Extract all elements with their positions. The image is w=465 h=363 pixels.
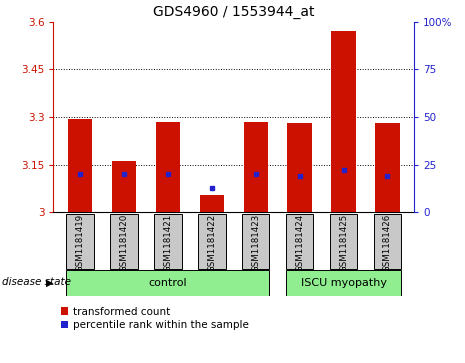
- Bar: [66, 270, 270, 296]
- Text: GSM1181420: GSM1181420: [120, 214, 128, 272]
- Bar: [154, 213, 182, 269]
- Text: GSM1181422: GSM1181422: [207, 214, 216, 272]
- Bar: [286, 270, 401, 296]
- Text: GSM1181421: GSM1181421: [163, 214, 172, 272]
- Bar: [375, 123, 399, 212]
- Title: GDS4960 / 1553944_at: GDS4960 / 1553944_at: [153, 5, 314, 19]
- Bar: [66, 213, 93, 269]
- Bar: [374, 213, 401, 269]
- Text: GSM1181419: GSM1181419: [75, 214, 84, 272]
- Text: GSM1181425: GSM1181425: [339, 214, 348, 272]
- Text: ▶: ▶: [46, 277, 53, 287]
- Bar: [244, 122, 268, 212]
- Text: GSM1181423: GSM1181423: [251, 214, 260, 272]
- Bar: [287, 123, 312, 212]
- Bar: [286, 213, 313, 269]
- Bar: [112, 160, 136, 212]
- Bar: [110, 213, 138, 269]
- Bar: [332, 31, 356, 212]
- Bar: [198, 213, 226, 269]
- Text: control: control: [148, 278, 187, 288]
- Bar: [330, 213, 358, 269]
- Bar: [68, 119, 92, 212]
- Bar: [242, 213, 270, 269]
- Text: ISCU myopathy: ISCU myopathy: [300, 278, 386, 288]
- Bar: [199, 195, 224, 212]
- Text: GSM1181424: GSM1181424: [295, 214, 304, 272]
- Text: GSM1181426: GSM1181426: [383, 214, 392, 272]
- Legend: transformed count, percentile rank within the sample: transformed count, percentile rank withi…: [59, 305, 251, 333]
- Bar: [156, 122, 180, 212]
- Text: disease state: disease state: [2, 277, 71, 287]
